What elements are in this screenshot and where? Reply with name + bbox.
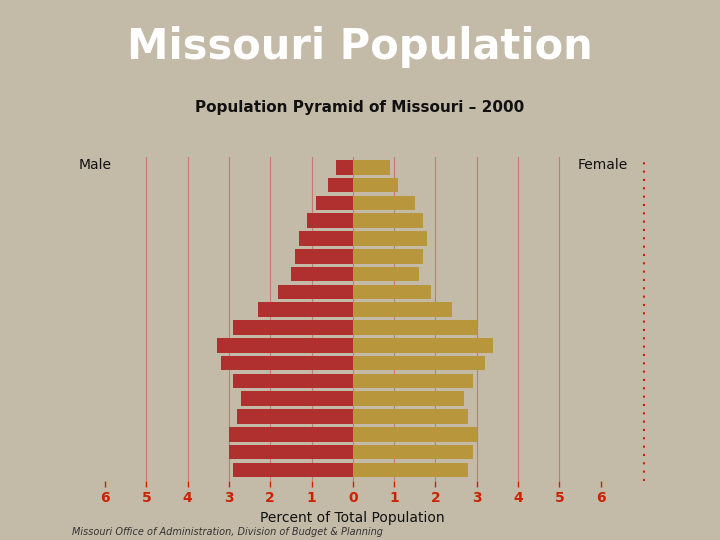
- Bar: [258, 302, 353, 317]
- Bar: [353, 195, 415, 210]
- Text: Missouri Population: Missouri Population: [127, 26, 593, 68]
- Bar: [353, 392, 464, 406]
- Bar: [233, 463, 353, 477]
- Text: Population Pyramid of Missouri – 2000: Population Pyramid of Missouri – 2000: [195, 100, 525, 115]
- Bar: [241, 392, 353, 406]
- Bar: [353, 302, 452, 317]
- Bar: [353, 409, 469, 424]
- Bar: [353, 320, 477, 335]
- Bar: [229, 427, 353, 442]
- Bar: [328, 178, 353, 192]
- Bar: [279, 285, 353, 299]
- Bar: [353, 338, 493, 353]
- Bar: [353, 231, 427, 246]
- Bar: [353, 249, 423, 264]
- Bar: [353, 356, 485, 370]
- Bar: [291, 267, 353, 281]
- Bar: [233, 374, 353, 388]
- Bar: [237, 409, 353, 424]
- Bar: [353, 178, 398, 192]
- Bar: [353, 445, 472, 460]
- Bar: [353, 213, 423, 228]
- Bar: [307, 213, 353, 228]
- Bar: [299, 231, 353, 246]
- Bar: [353, 427, 477, 442]
- Bar: [353, 267, 419, 281]
- X-axis label: Percent of Total Population: Percent of Total Population: [261, 511, 445, 524]
- Bar: [220, 356, 353, 370]
- Bar: [353, 374, 472, 388]
- Text: Missouri Office of Administration, Division of Budget & Planning: Missouri Office of Administration, Divis…: [72, 527, 383, 537]
- Bar: [353, 160, 390, 174]
- Bar: [336, 160, 353, 174]
- Bar: [229, 445, 353, 460]
- Bar: [315, 195, 353, 210]
- Bar: [233, 320, 353, 335]
- Bar: [295, 249, 353, 264]
- Bar: [353, 285, 431, 299]
- Text: Female: Female: [577, 158, 627, 172]
- Text: Male: Male: [78, 158, 111, 172]
- Bar: [217, 338, 353, 353]
- Bar: [353, 463, 469, 477]
